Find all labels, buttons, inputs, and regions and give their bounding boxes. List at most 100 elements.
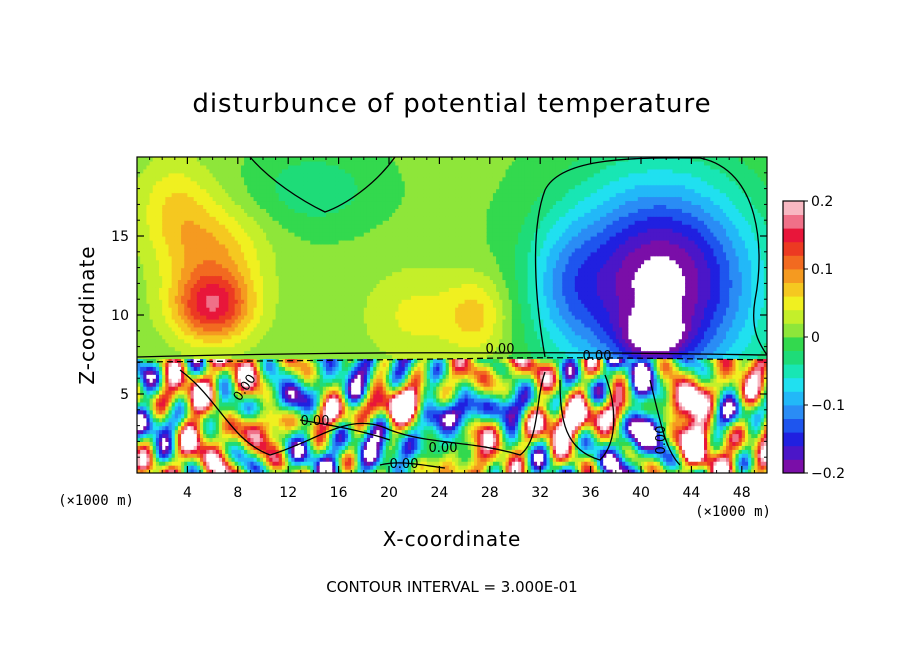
heatmap-cell	[146, 279, 151, 284]
heatmap-cell	[162, 386, 166, 391]
heatmap-cell	[159, 378, 163, 383]
heatmap-cell	[155, 157, 160, 162]
heatmap-cell	[155, 303, 160, 308]
heatmap-cell	[146, 239, 151, 245]
heatmap-cell	[155, 180, 160, 186]
heatmap-cell	[159, 275, 163, 281]
heatmap-cell	[140, 469, 144, 473]
heatmap-cell	[152, 279, 157, 284]
heatmap-cell	[143, 255, 148, 261]
heatmap-cell	[159, 204, 163, 209]
heatmap-cell	[152, 192, 157, 198]
heatmap-cell	[162, 271, 166, 277]
heatmap-cell	[168, 200, 173, 205]
heatmap-cell	[159, 180, 163, 186]
heatmap-cell	[152, 247, 157, 253]
heatmap-cell	[159, 338, 163, 344]
heatmap-cell	[143, 243, 148, 249]
heatmap-cell	[162, 208, 166, 213]
heatmap-cell	[162, 259, 166, 265]
heatmap-cell	[143, 283, 148, 288]
heatmap-cell	[140, 259, 144, 265]
heatmap-cell	[174, 465, 179, 470]
heatmap-cell	[152, 307, 157, 312]
heatmap-cell	[137, 283, 141, 288]
heatmap-cell	[159, 259, 163, 265]
heatmap-cell	[143, 275, 148, 281]
heatmap-cell	[143, 157, 148, 162]
heatmap-cell	[152, 303, 157, 308]
heatmap-cell	[168, 196, 173, 202]
heatmap-cell	[162, 326, 166, 332]
heatmap-cell	[140, 287, 144, 292]
heatmap-cell	[168, 433, 173, 439]
heatmap-cell	[149, 228, 154, 233]
heatmap-cell	[137, 236, 141, 241]
heatmap-cell	[168, 330, 173, 336]
heatmap-cell	[159, 267, 163, 273]
heatmap-cell	[162, 346, 166, 352]
heatmap-cell	[152, 315, 157, 320]
heatmap-cell	[168, 232, 173, 237]
heatmap-cell	[152, 350, 157, 356]
heatmap-cell	[155, 192, 160, 198]
heatmap-cell	[149, 216, 154, 221]
heatmap-cell	[168, 421, 173, 427]
heatmap-cell	[155, 287, 160, 292]
heatmap-cell	[162, 429, 166, 435]
heatmap-cell	[137, 437, 141, 442]
heatmap-cell	[165, 160, 170, 166]
heatmap-cell	[140, 307, 144, 312]
heatmap-cell	[159, 441, 163, 446]
heatmap-cell	[165, 441, 170, 446]
heatmap-cell	[137, 196, 141, 202]
heatmap-cell	[159, 382, 163, 387]
heatmap-cell	[149, 160, 154, 166]
heatmap-cell	[140, 188, 144, 194]
heatmap-cell	[165, 275, 170, 281]
heatmap-cell	[165, 346, 170, 352]
heatmap-cell	[152, 164, 157, 170]
heatmap-cell	[159, 461, 163, 466]
heatmap-cell	[146, 196, 151, 202]
heatmap-cell	[165, 374, 170, 379]
heatmap-cell	[171, 433, 176, 439]
heatmap-cell	[140, 212, 144, 217]
heatmap-cell	[155, 449, 160, 454]
heatmap-cell	[159, 307, 163, 312]
heatmap-cell	[143, 469, 148, 473]
heatmap-cell	[137, 461, 141, 466]
heatmap-cell	[165, 283, 170, 288]
heatmap-cell	[162, 196, 166, 202]
heatmap-cell	[168, 342, 173, 348]
heatmap-cell	[137, 390, 141, 395]
heatmap-cell	[155, 299, 160, 304]
heatmap-cell	[149, 243, 154, 249]
heatmap-cell	[140, 413, 144, 419]
heatmap-cell	[149, 346, 154, 352]
heatmap-cell	[168, 326, 173, 332]
heatmap-cell	[165, 216, 170, 221]
heatmap-cell	[146, 311, 151, 316]
heatmap-cell	[155, 465, 160, 470]
heatmap-cell	[171, 465, 176, 470]
heatmap-cell	[146, 417, 151, 423]
heatmap-cell	[159, 401, 163, 407]
heatmap-cell	[165, 168, 170, 174]
heatmap-cell	[149, 275, 154, 281]
heatmap-cell	[137, 271, 141, 277]
heatmap-cell	[162, 188, 166, 194]
heatmap-cell	[143, 338, 148, 344]
heatmap-cell	[171, 378, 176, 383]
heatmap-cell	[149, 239, 154, 245]
heatmap-cell	[146, 259, 151, 265]
heatmap-cell	[165, 157, 170, 162]
heatmap-cell	[149, 267, 154, 273]
heatmap-cell	[162, 251, 166, 257]
heatmap-cell	[143, 326, 148, 332]
heatmap-cell	[159, 160, 163, 166]
heatmap-cell	[146, 334, 151, 340]
heatmap-cell	[159, 192, 163, 198]
heatmap-cell	[149, 362, 154, 367]
heatmap-cell	[143, 449, 148, 454]
